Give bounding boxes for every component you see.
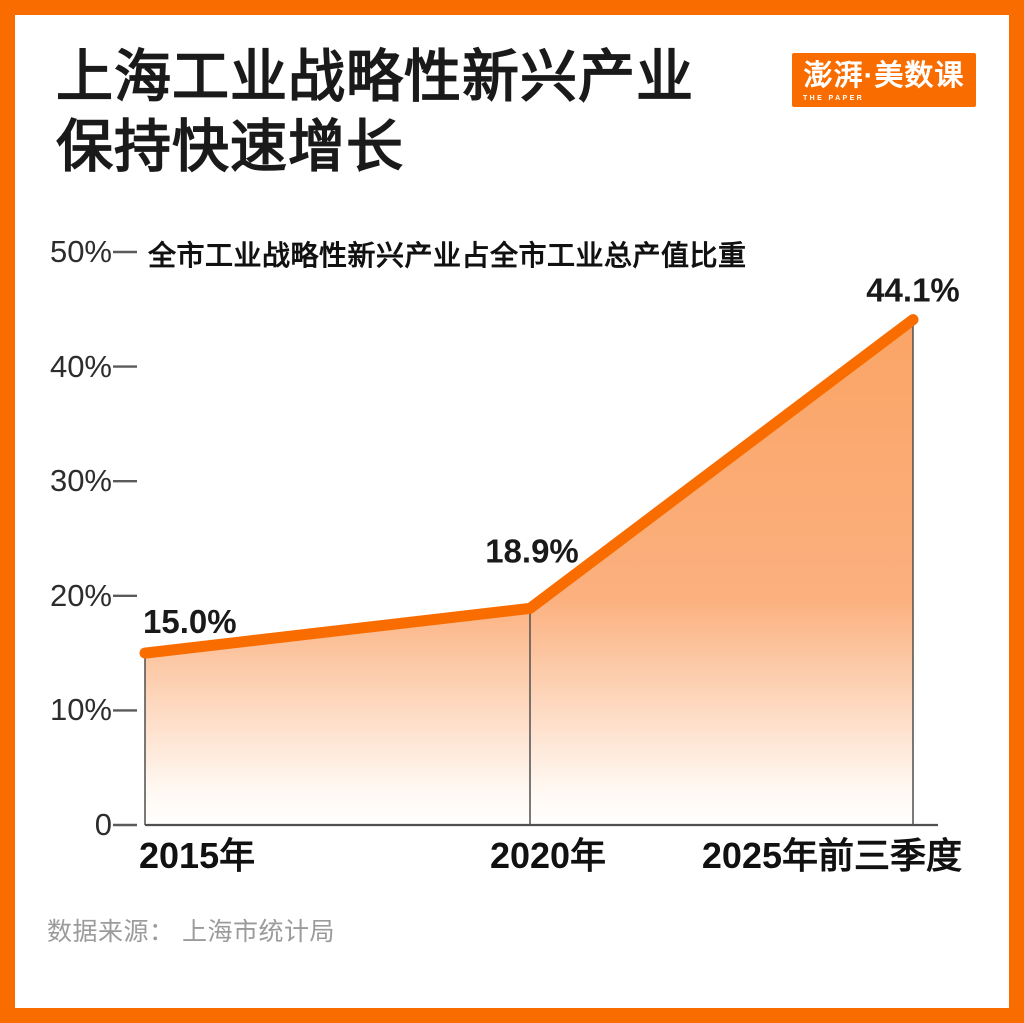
data-source: 数据来源： 上海市统计局 [47,918,335,946]
y-axis-tick-label: 50% [49,234,112,269]
point-label: 18.9% [485,532,579,569]
x-axis-label: 2020年 [489,835,607,876]
y-axis-tick-label: 40% [49,349,112,384]
page-title: 上海工业战略性新兴产业 保持快速增长 [56,42,694,182]
y-axis-tick-label: 10% [49,692,112,727]
area-fill [145,319,913,825]
x-axis-label: 2025年前三季度 [701,835,962,876]
thepaper-logo: 澎湃·美数课 THE PAPER [792,53,976,107]
y-axis-tick-label: 0 [94,807,112,842]
chart-subtitle: 全市工业战略性新兴产业占全市工业总产值比重 [148,240,747,271]
y-axis-tick-label: 20% [49,578,112,613]
logo-thepaper-label: THE PAPER [803,95,865,102]
y-axis-tick-label: 30% [49,463,112,498]
x-axis-label: 2015年 [139,835,256,876]
trend-line [139,314,919,659]
page-title-line-2: 保持快速增长 [56,115,404,179]
page-title-line-1: 上海工业战略性新兴产业 [56,45,694,109]
logo-text: 澎湃·美数课 [803,60,965,92]
point-label: 15.0% [143,603,237,640]
point-label: 44.1% [866,272,960,309]
